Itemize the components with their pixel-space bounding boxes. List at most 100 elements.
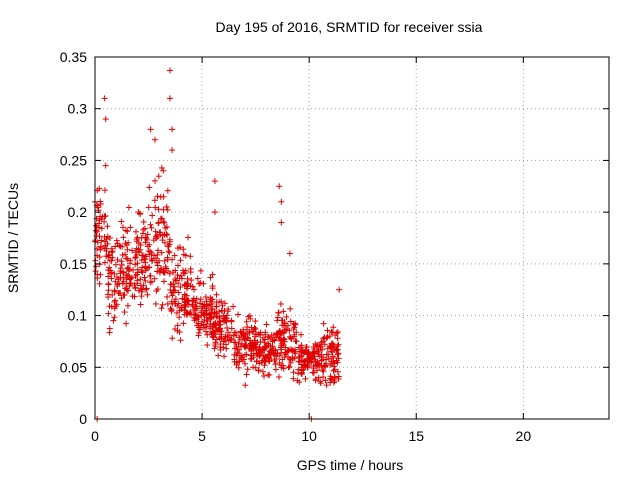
data-point <box>109 254 116 261</box>
data-point <box>259 368 266 375</box>
data-point <box>97 244 104 251</box>
data-point <box>121 309 128 316</box>
data-point <box>125 204 132 211</box>
data-point <box>96 224 103 231</box>
data-point <box>273 356 280 363</box>
data-point <box>164 293 171 300</box>
data-point <box>165 248 172 255</box>
data-point <box>218 328 225 335</box>
data-point <box>166 249 173 256</box>
data-point <box>101 187 108 194</box>
data-point <box>320 356 327 363</box>
data-point <box>147 221 154 228</box>
data-point <box>269 338 276 345</box>
data-point <box>160 278 167 285</box>
data-point <box>267 349 274 356</box>
data-point <box>181 270 188 277</box>
data-point <box>171 298 178 305</box>
data-point <box>179 295 186 302</box>
data-point <box>152 204 159 211</box>
data-point <box>108 249 115 256</box>
data-point <box>181 291 188 298</box>
data-point <box>300 366 307 373</box>
data-point <box>285 353 292 360</box>
data-point <box>334 368 341 375</box>
data-point <box>157 193 164 200</box>
data-point <box>291 333 298 340</box>
data-point <box>323 334 330 341</box>
data-point <box>221 353 228 360</box>
data-point <box>254 339 261 346</box>
data-point <box>184 275 191 282</box>
data-point <box>166 241 173 248</box>
data-point <box>335 355 342 362</box>
data-point <box>124 302 131 309</box>
y-tick-label: 0.05 <box>60 359 87 375</box>
data-point <box>168 306 175 313</box>
data-point <box>222 333 229 340</box>
data-point <box>174 262 181 269</box>
data-point <box>276 359 283 366</box>
data-point <box>167 281 174 288</box>
data-point <box>256 345 263 352</box>
data-point <box>161 239 168 246</box>
data-point <box>174 272 181 279</box>
data-point <box>336 286 343 293</box>
data-point <box>169 256 176 263</box>
data-point <box>184 298 191 305</box>
data-point <box>222 341 229 348</box>
data-point <box>158 164 165 171</box>
data-point <box>143 285 150 292</box>
data-point <box>98 215 105 222</box>
data-point <box>145 248 152 255</box>
data-point <box>111 288 118 295</box>
y-tick-label: 0.15 <box>60 256 87 272</box>
data-point <box>193 303 200 310</box>
data-point <box>112 261 119 268</box>
data-point <box>159 301 166 308</box>
data-point <box>283 313 290 320</box>
data-point <box>195 320 202 327</box>
data-point <box>176 314 183 321</box>
data-point <box>252 318 259 325</box>
data-point <box>333 330 340 337</box>
data-point <box>323 351 330 358</box>
data-point <box>126 283 133 290</box>
data-point <box>108 275 115 282</box>
data-point <box>196 300 203 307</box>
data-point <box>169 292 176 299</box>
data-point <box>290 321 297 328</box>
data-point <box>105 253 112 260</box>
data-point <box>199 318 206 325</box>
data-point <box>295 358 302 365</box>
data-point <box>173 309 180 316</box>
data-point <box>177 257 184 264</box>
data-point <box>298 370 305 377</box>
data-point <box>93 232 100 239</box>
data-point <box>146 184 153 191</box>
data-point <box>155 219 162 226</box>
data-point <box>118 258 125 265</box>
data-point <box>149 212 156 219</box>
data-point <box>155 173 162 180</box>
data-point <box>235 311 242 318</box>
data-point <box>221 307 228 314</box>
data-point <box>286 250 293 257</box>
data-point <box>144 291 151 298</box>
data-point <box>191 286 198 293</box>
data-point <box>317 378 324 385</box>
grid-layer <box>95 57 609 419</box>
data-point <box>233 332 240 339</box>
plot-frame <box>94 56 610 420</box>
data-point <box>244 334 251 341</box>
y-tick-label: 0.25 <box>60 152 87 168</box>
data-point <box>137 211 144 218</box>
data-point <box>161 257 168 264</box>
data-point <box>119 224 126 231</box>
data-point <box>161 219 168 226</box>
data-point <box>134 260 141 267</box>
data-point <box>327 373 334 380</box>
data-point <box>105 310 112 317</box>
data-point <box>123 255 130 262</box>
data-point <box>306 353 313 360</box>
